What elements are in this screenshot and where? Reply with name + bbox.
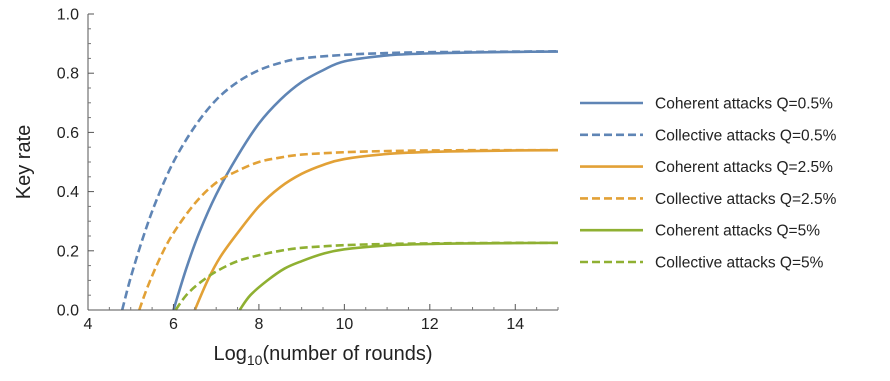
y-tick-label-1: 0.2 [57, 243, 79, 260]
series-line-0 [172, 50, 559, 311]
x-tick-label-0: 4 [84, 316, 93, 333]
y-tick-label-4: 0.8 [57, 66, 79, 83]
legend-label-0: Coherent attacks Q=0.5% [655, 96, 833, 113]
axes [87, 14, 558, 311]
y-tick-label-3: 0.6 [57, 125, 79, 142]
legend-label-4: Coherent attacks Q=5% [655, 223, 820, 240]
y-tick-label-5: 1.0 [57, 7, 79, 24]
series-layer [120, 50, 559, 311]
series-line-5 [174, 241, 559, 311]
series-line-2 [193, 148, 559, 311]
legend-label-5: Collective attacks Q=5% [655, 255, 824, 272]
x-axis-title-main: Log [213, 343, 246, 365]
series-line-1 [120, 50, 559, 311]
x-tick-label-5: 14 [506, 316, 524, 333]
x-tick-label-4: 12 [421, 316, 439, 333]
x-tick-label-3: 10 [335, 316, 353, 333]
x-axis-title: Log10(number of rounds) [213, 343, 432, 368]
x-axis-title-rest: (number of rounds) [262, 343, 432, 365]
legend: Coherent attacks Q=0.5% Collective attack… [580, 96, 837, 272]
y-tick-label-2: 0.4 [57, 184, 79, 201]
legend-label-1: Collective attacks Q=0.5% [655, 127, 837, 144]
x-tick-label-1: 6 [169, 316, 178, 333]
legend-label-2: Coherent attacks Q=2.5% [655, 159, 833, 176]
legend-label-3: Collective attacks Q=2.5% [655, 191, 837, 208]
x-tick-label-2: 8 [254, 316, 263, 333]
x-axis-title-subscript: 10 [247, 352, 263, 368]
y-tick-label-0: 0.0 [57, 303, 79, 320]
series-line-4 [238, 241, 559, 311]
y-axis-title: Key rate [13, 125, 35, 199]
series-line-3 [138, 148, 558, 311]
ticks: 4 6 8 10 12 14 0.0 0.2 0.4 0.6 0.8 1.0 [57, 7, 559, 333]
